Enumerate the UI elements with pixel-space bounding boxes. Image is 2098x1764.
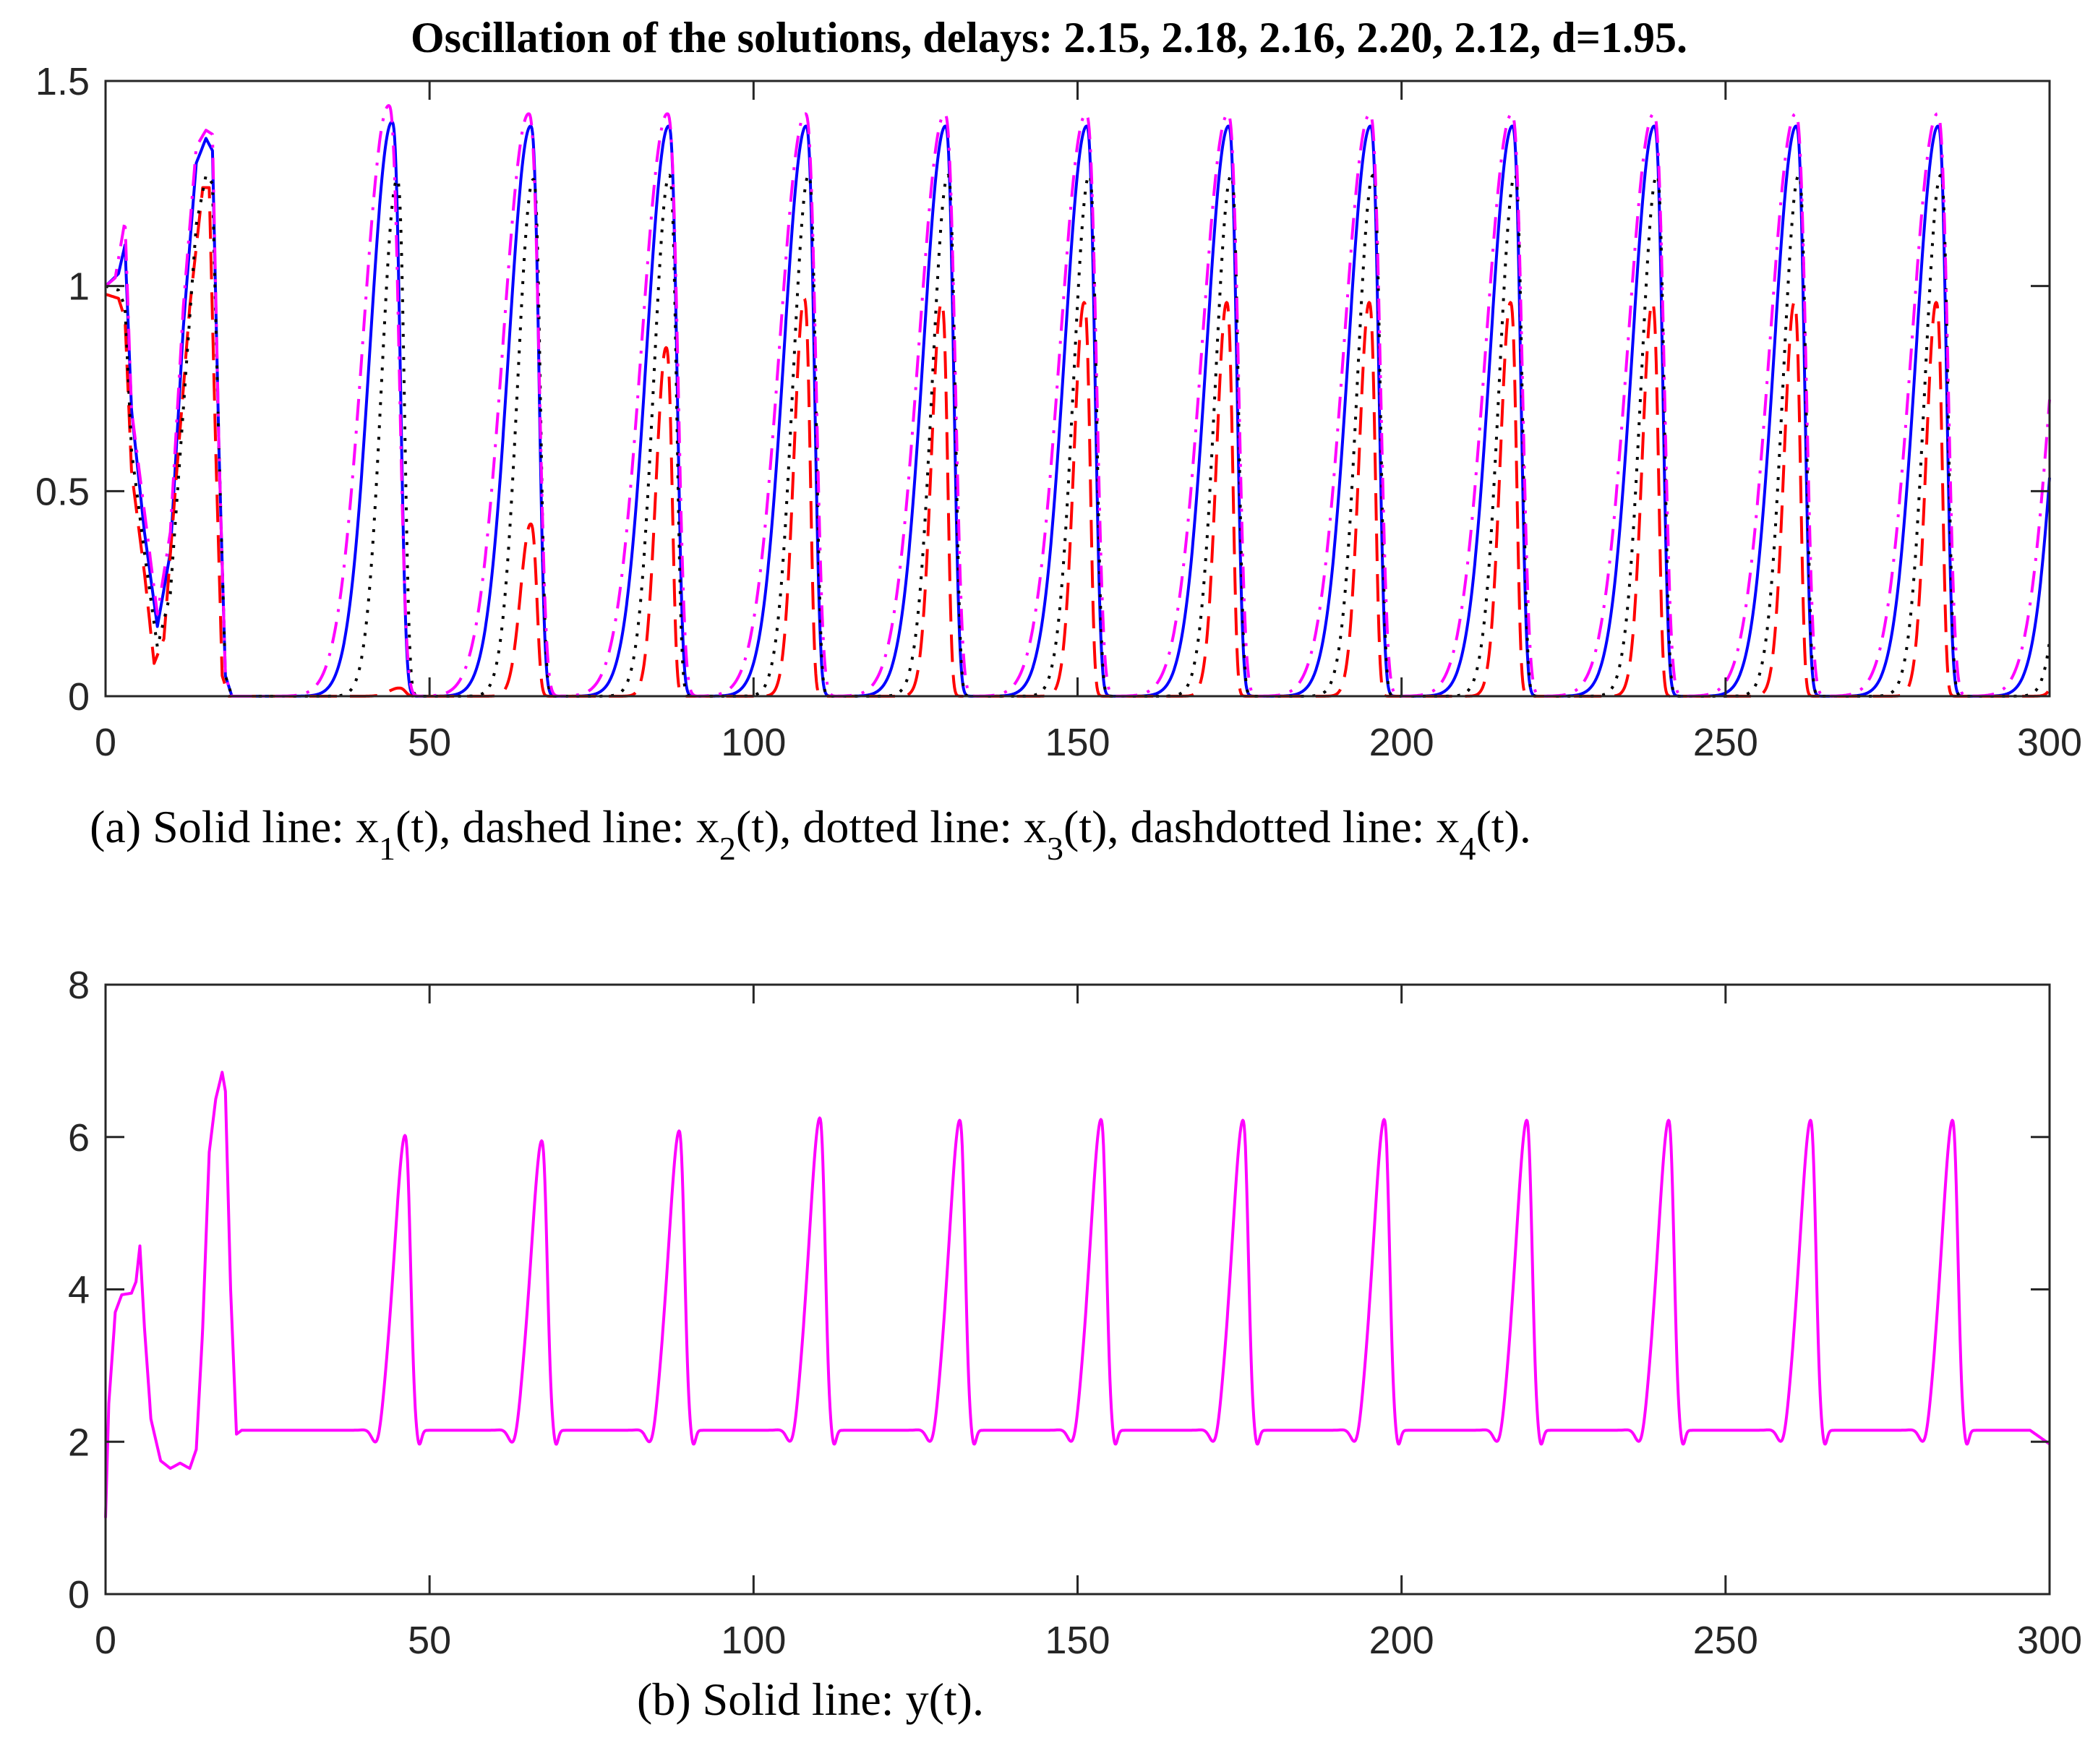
caption-sub-4: 4 xyxy=(1459,830,1476,867)
y-tick-label: 4 xyxy=(68,1269,90,1312)
caption-sub-2: 2 xyxy=(719,830,736,867)
chart-title: Oscillation of the solutions, delays: 2.… xyxy=(411,14,1687,61)
x-tick-label: 150 xyxy=(1045,1619,1110,1662)
y-tick-label: 0 xyxy=(68,1573,90,1617)
x-tick-label: 300 xyxy=(2017,721,2082,764)
x-tick-label: 100 xyxy=(721,1619,786,1662)
x-tick-label: 200 xyxy=(1369,721,1434,764)
y-tick-label: 1.5 xyxy=(35,60,90,103)
panel-a-caption: (a) Solid line: x1(t), dashed line: x2(t… xyxy=(90,801,1531,867)
y-tick-label: 2 xyxy=(68,1421,90,1464)
panel-b-axes-box xyxy=(104,983,2051,1596)
caption-sub-1: 1 xyxy=(379,830,395,867)
panel-b-ticks: 0 50 100 150 200 250 300 0 2 4 6 8 xyxy=(68,964,2082,1662)
x-tick-label: 250 xyxy=(1693,1619,1758,1662)
x-tick-label: 250 xyxy=(1693,721,1758,764)
panel-a: 0 50 100 150 200 250 300 0 0.5 1 1.5 (a) Solid lin… xyxy=(35,60,2082,867)
series-line-x4t xyxy=(104,104,2051,698)
panel-b: 0 50 100 150 200 250 300 0 2 4 6 8 (b) Solid line: … xyxy=(68,964,2082,1725)
x-tick-label: 50 xyxy=(408,1619,451,1662)
panel-b-caption: (b) Solid line: y(t). xyxy=(637,1674,984,1725)
y-tick-label: 0 xyxy=(68,675,90,719)
series-line-x1t xyxy=(104,120,2051,698)
x-tick-label: 200 xyxy=(1369,1619,1434,1662)
x-tick-label: 50 xyxy=(408,721,451,764)
y-tick-label: 6 xyxy=(68,1116,90,1160)
panel-b-series-group xyxy=(104,1071,2051,1518)
panel-a-ticks: 0 50 100 150 200 250 300 0 0.5 1 1.5 xyxy=(35,60,2082,764)
panel-a-series-group xyxy=(104,104,2051,698)
x-tick-label: 100 xyxy=(721,721,786,764)
x-tick-label: 0 xyxy=(95,721,116,764)
caption-part-3: (t), dashdotted line: x xyxy=(1063,801,1459,852)
panel-a-caption-prefix: (a) Solid line: x xyxy=(90,801,379,852)
x-tick-label: 150 xyxy=(1045,721,1110,764)
caption-part-2: (t), dotted line: x xyxy=(736,801,1047,852)
y-tick-label: 8 xyxy=(68,964,90,1007)
y-tick-label: 1 xyxy=(68,265,90,309)
caption-sub-3: 3 xyxy=(1047,830,1063,867)
caption-part-4: (t). xyxy=(1476,801,1530,852)
y-tick-label: 0.5 xyxy=(35,470,90,513)
x-tick-label: 0 xyxy=(95,1619,116,1662)
x-tick-label: 300 xyxy=(2017,1619,2082,1662)
caption-part-1: (t), dashed line: x xyxy=(395,801,719,852)
series-line-yt xyxy=(104,1071,2051,1518)
